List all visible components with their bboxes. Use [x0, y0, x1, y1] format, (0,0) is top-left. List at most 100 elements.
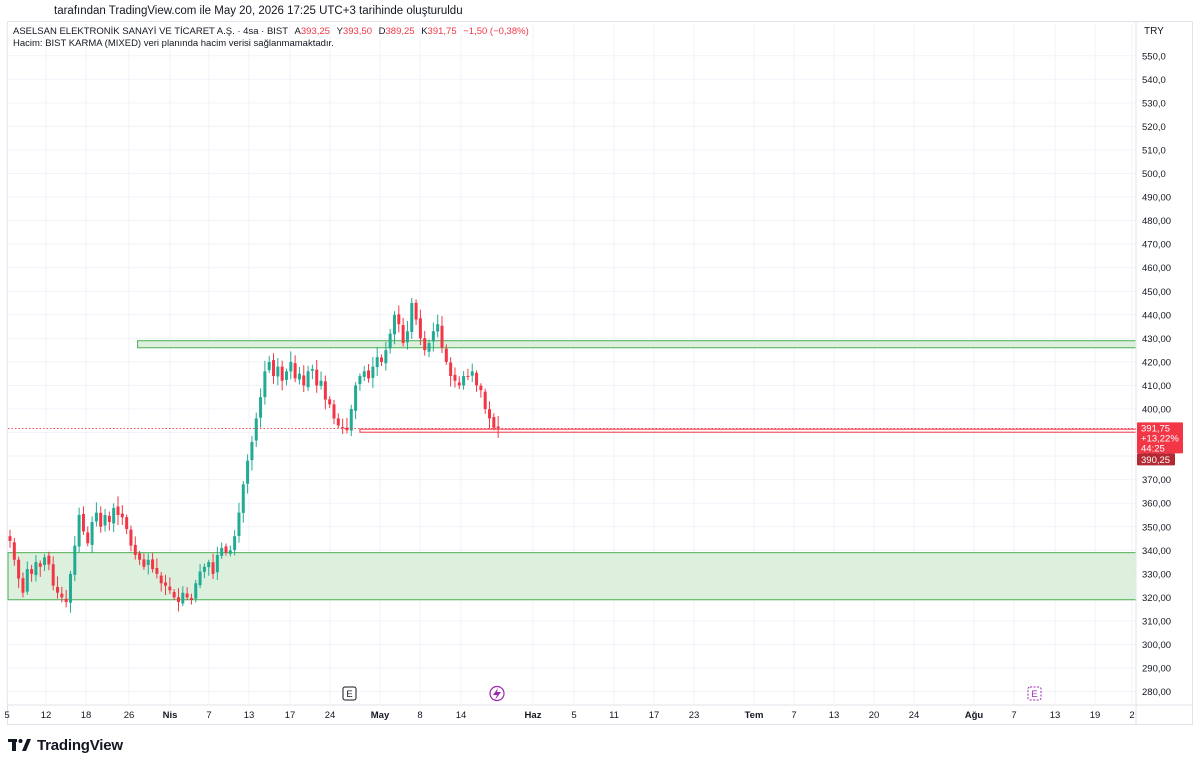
- x-tick-label: 5: [571, 710, 576, 721]
- candle-body: [168, 586, 172, 591]
- y-tick-label: 300,00: [1142, 640, 1171, 651]
- candle-body: [289, 361, 293, 372]
- candle: [319, 371, 323, 390]
- low-label: D: [378, 26, 386, 37]
- candle: [254, 412, 258, 447]
- candle-body: [47, 555, 51, 565]
- lightning-glyph: [493, 688, 501, 700]
- candle: [99, 506, 103, 533]
- candles: [8, 297, 500, 613]
- candle: [388, 329, 392, 354]
- candle-body: [120, 513, 124, 518]
- candle: [189, 593, 193, 605]
- candle: [133, 536, 137, 560]
- earnings-marker: E: [342, 686, 357, 701]
- candle: [418, 309, 422, 346]
- candle: [68, 570, 72, 613]
- y-tick-label: 500,0: [1142, 169, 1166, 180]
- y-tick-label: 440,00: [1142, 310, 1171, 321]
- candle: [8, 529, 12, 548]
- candle-body: [336, 418, 340, 426]
- candle-body: [21, 578, 25, 593]
- candle-body: [202, 566, 206, 572]
- candle: [289, 351, 293, 380]
- candle: [17, 556, 21, 589]
- x-tick-label: 8: [417, 710, 422, 721]
- candle-body: [418, 318, 422, 339]
- y-tick-label: 350,00: [1142, 522, 1171, 533]
- candle: [358, 373, 362, 391]
- lines: [8, 428, 1137, 433]
- candle-body: [64, 598, 68, 603]
- candle: [436, 314, 440, 338]
- candle-body: [284, 371, 288, 380]
- candle: [371, 356, 375, 389]
- candle: [25, 561, 29, 595]
- candle-body: [449, 362, 453, 377]
- candle: [401, 317, 405, 347]
- candle-body: [323, 381, 327, 400]
- candle: [276, 358, 280, 386]
- currency-label[interactable]: TRY: [1144, 26, 1164, 37]
- candle: [323, 375, 327, 410]
- candle: [47, 551, 51, 571]
- candle-body: [436, 324, 440, 332]
- candle: [112, 503, 116, 533]
- candle-body: [68, 573, 72, 603]
- x-tick-label: 18: [81, 710, 92, 721]
- candle: [466, 368, 470, 381]
- candle-body: [237, 512, 241, 537]
- candle-body: [176, 597, 180, 603]
- y-tick-label: 430,00: [1142, 334, 1171, 345]
- candle: [138, 550, 142, 566]
- candle: [220, 542, 224, 559]
- candle-body: [107, 515, 111, 523]
- candle: [479, 383, 483, 398]
- ohlc-legend: ASELSAN ELEKTRONİK SANAYİ VE TİCARET A.Ş…: [13, 26, 529, 38]
- x-tick-label: 19: [1090, 710, 1101, 721]
- candle: [297, 366, 301, 385]
- candle-body: [310, 368, 314, 371]
- y-tick-label: 490,00: [1142, 193, 1171, 204]
- candle: [250, 435, 254, 471]
- candle: [423, 330, 427, 356]
- candle-body: [440, 325, 444, 348]
- candle: [164, 574, 168, 596]
- candle-body: [142, 559, 146, 567]
- candle-body: [233, 536, 237, 550]
- x-tick-label: 2: [1129, 710, 1134, 721]
- candle: [444, 344, 448, 365]
- candle: [211, 553, 215, 579]
- dividend-marker: [489, 685, 505, 702]
- candle: [354, 382, 358, 420]
- x-tick-label: 14: [456, 710, 467, 721]
- x-tick-label: Haz: [525, 710, 542, 721]
- candle-body: [341, 427, 345, 429]
- candle-body: [133, 544, 137, 556]
- candle-body: [349, 409, 353, 431]
- candle-body: [462, 376, 466, 386]
- y-tick-label: 530,0: [1142, 98, 1166, 109]
- candle: [215, 546, 219, 580]
- candle: [380, 354, 384, 366]
- candle-body: [492, 417, 496, 428]
- x-tick-label: 13: [1050, 710, 1061, 721]
- line-price-badge: [1137, 453, 1175, 466]
- candle-body: [306, 371, 310, 388]
- candle-body: [30, 569, 34, 574]
- x-tick-label: 26: [124, 710, 135, 721]
- x-tick-label: 12: [41, 710, 52, 721]
- candle-body: [155, 568, 159, 574]
- low-value: 389,25: [385, 26, 415, 37]
- candle-body: [280, 366, 284, 381]
- candle-body: [362, 371, 366, 377]
- candle: [151, 553, 155, 573]
- candle: [367, 364, 371, 383]
- candle: [405, 321, 409, 350]
- x-tick-label: 20: [869, 710, 880, 721]
- x-tick-label: 13: [244, 710, 255, 721]
- candle-body: [328, 399, 332, 405]
